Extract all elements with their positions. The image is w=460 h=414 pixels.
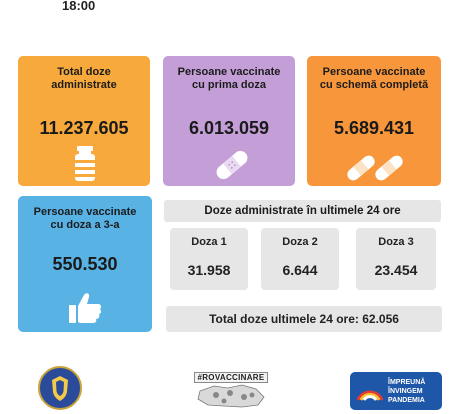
dose-3-value: 23.454	[374, 262, 418, 278]
last-24h-header: Doze administrate în ultimele 24 ore	[164, 200, 441, 222]
total-24h-box: Total doze ultimele 24 ore: 62.056	[166, 306, 442, 332]
total-doses-title: Total doze administrate	[51, 66, 117, 91]
dose-2-box: Doza 2 6.644	[261, 228, 339, 290]
dose-2-label: Doza 2	[282, 236, 318, 248]
dose-1-box: Doza 1 31.958	[170, 228, 248, 290]
third-dose-title: Persoane vaccinate cu doza a 3-a	[33, 206, 137, 231]
rovaccinare-tag: #ROVACCINARE	[194, 372, 268, 383]
impreuna-logo: ÎMPREUNĂ ÎNVINGEM PANDEMIA	[350, 372, 442, 410]
total-doses-card: Total doze administrate 11.237.605	[18, 56, 150, 186]
bandage-icon	[216, 150, 248, 180]
total-doses-value: 11.237.605	[39, 118, 129, 138]
first-dose-card: Persoane vaccinate cu prima doza 6.013.0…	[163, 56, 295, 186]
impreuna-line-3: PANDEMIA	[388, 397, 425, 404]
first-dose-value: 6.013.059	[188, 118, 270, 138]
impreuna-line-1: ÎMPREUNĂ	[388, 379, 426, 386]
dose-1-label: Doza 1	[191, 236, 227, 248]
cnck-emblem-icon	[356, 390, 384, 401]
government-logo	[38, 366, 82, 410]
dose-2-value: 6.644	[282, 262, 318, 278]
complete-scheme-card: Persoane vaccinate cu schemă completă 5.…	[307, 56, 441, 186]
impreuna-line-2: ÎNVINGEM	[388, 388, 423, 395]
complete-scheme-value: 5.689.431	[333, 118, 415, 138]
dose-3-box: Doza 3 23.454	[356, 228, 436, 290]
third-dose-value: 550.530	[52, 254, 118, 274]
rovaccinare-logo: #ROVACCINARE	[194, 372, 268, 410]
thumbs-up-icon	[69, 293, 102, 323]
third-dose-card: Persoane vaccinate cu doza a 3-a 550.530	[18, 196, 152, 332]
bandages-icon	[347, 155, 403, 181]
last-24h-title: Doze administrate în ultimele 24 ore	[204, 205, 401, 217]
total-24h-text: Total doze ultimele 24 ore: 62.056	[209, 312, 399, 326]
coat-of-arms-icon	[52, 376, 68, 401]
first-dose-title: Persoane vaccinate cu prima doza	[177, 66, 281, 91]
complete-scheme-title: Persoane vaccinate cu schemă completă	[319, 66, 429, 91]
romania-map-icon	[197, 384, 265, 408]
dose-3-label: Doza 3	[378, 236, 414, 248]
report-time: 18:00	[62, 0, 96, 13]
vial-icon	[75, 146, 95, 181]
dose-1-value: 31.958	[187, 262, 231, 278]
